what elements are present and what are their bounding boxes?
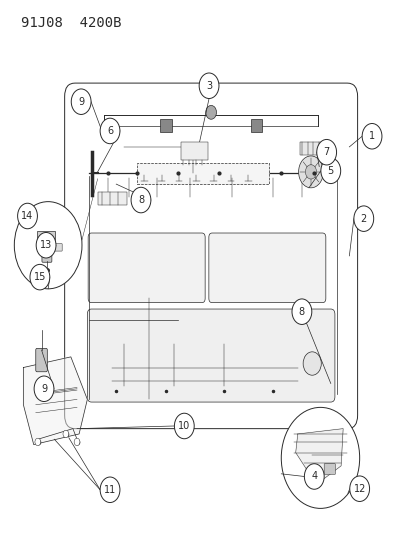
Text: 6: 6	[107, 126, 113, 136]
Circle shape	[34, 376, 54, 401]
Bar	[299, 142, 322, 155]
Circle shape	[305, 165, 316, 179]
Bar	[159, 119, 171, 132]
FancyBboxPatch shape	[208, 233, 325, 303]
Circle shape	[298, 156, 323, 188]
Bar	[250, 119, 262, 132]
Polygon shape	[23, 357, 87, 445]
FancyBboxPatch shape	[323, 464, 335, 474]
Bar	[97, 192, 126, 205]
FancyBboxPatch shape	[87, 309, 334, 402]
Text: 8: 8	[138, 195, 144, 205]
Circle shape	[199, 73, 218, 99]
Circle shape	[30, 264, 50, 290]
Circle shape	[361, 124, 381, 149]
FancyBboxPatch shape	[88, 233, 205, 303]
Text: 1: 1	[368, 131, 374, 141]
Circle shape	[36, 232, 56, 258]
Text: 7: 7	[323, 147, 329, 157]
Text: 3: 3	[206, 81, 211, 91]
Text: 9: 9	[78, 96, 84, 107]
FancyBboxPatch shape	[37, 231, 55, 246]
Text: 15: 15	[33, 272, 46, 282]
Text: 91J08  4200B: 91J08 4200B	[21, 15, 121, 29]
FancyBboxPatch shape	[54, 244, 62, 251]
Circle shape	[35, 438, 40, 446]
Circle shape	[18, 203, 37, 229]
Circle shape	[14, 201, 82, 289]
Text: 2: 2	[360, 214, 366, 224]
Circle shape	[131, 187, 150, 213]
Circle shape	[71, 89, 91, 115]
Circle shape	[302, 352, 320, 375]
FancyBboxPatch shape	[42, 244, 52, 262]
FancyBboxPatch shape	[306, 470, 320, 483]
Text: 10: 10	[178, 421, 190, 431]
Circle shape	[100, 118, 120, 144]
Bar	[137, 163, 268, 184]
Circle shape	[353, 206, 373, 231]
Circle shape	[316, 140, 336, 165]
Bar	[180, 142, 207, 160]
Circle shape	[304, 464, 323, 489]
Circle shape	[349, 476, 369, 502]
Circle shape	[174, 413, 194, 439]
Text: 4: 4	[311, 472, 317, 481]
Circle shape	[100, 477, 120, 503]
Text: 12: 12	[353, 484, 365, 494]
Circle shape	[205, 106, 216, 119]
Polygon shape	[295, 429, 342, 484]
Text: 14: 14	[21, 211, 33, 221]
Circle shape	[291, 299, 311, 325]
Text: 8: 8	[298, 306, 304, 317]
FancyBboxPatch shape	[36, 349, 47, 372]
Circle shape	[320, 158, 340, 183]
Circle shape	[74, 438, 80, 446]
Circle shape	[280, 407, 359, 508]
Text: 5: 5	[327, 166, 333, 176]
Circle shape	[63, 430, 69, 438]
Text: 13: 13	[40, 240, 52, 250]
Text: 11: 11	[104, 485, 116, 495]
Text: 9: 9	[41, 384, 47, 394]
